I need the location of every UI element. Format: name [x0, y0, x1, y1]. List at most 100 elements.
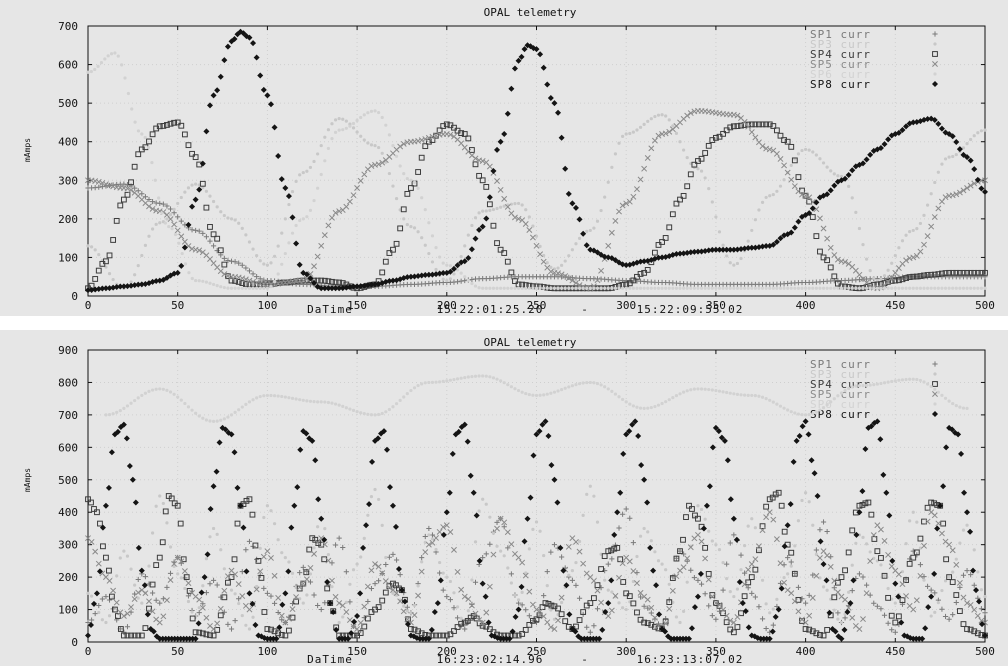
data-point	[482, 593, 489, 600]
data-point	[461, 131, 468, 137]
data-point	[540, 613, 547, 620]
data-point	[508, 571, 514, 577]
data-point	[177, 241, 181, 245]
data-point	[745, 244, 752, 251]
data-point	[603, 385, 607, 389]
data-point	[438, 380, 442, 384]
data-point	[210, 483, 217, 490]
data-point	[551, 626, 558, 632]
data-point	[276, 272, 280, 276]
data-point	[362, 138, 366, 142]
data-point	[309, 535, 316, 542]
data-point	[454, 262, 461, 269]
data-point	[698, 248, 705, 255]
data-point	[531, 224, 535, 228]
data-point	[878, 555, 884, 561]
data-point	[721, 561, 725, 565]
data-point	[497, 246, 504, 253]
data-point	[613, 152, 618, 156]
data-point	[967, 528, 974, 535]
data-point	[117, 424, 124, 431]
data-point	[547, 624, 554, 631]
data-point	[124, 624, 131, 630]
data-point	[807, 500, 811, 504]
data-point	[558, 271, 565, 278]
data-point	[686, 502, 692, 509]
data-point	[246, 606, 253, 613]
data-point	[485, 619, 492, 626]
data-point	[709, 593, 716, 600]
data-point	[716, 601, 723, 608]
data-point	[551, 542, 558, 548]
data-point	[572, 204, 579, 211]
data-point	[924, 504, 931, 511]
data-point	[756, 604, 762, 610]
data-point	[285, 615, 292, 622]
data-point	[329, 214, 335, 221]
data-point	[341, 128, 345, 132]
data-point	[255, 396, 259, 400]
data-point	[157, 600, 163, 606]
data-point	[427, 251, 431, 256]
data-point	[473, 374, 478, 378]
data-point	[925, 286, 930, 290]
data-point	[224, 43, 231, 50]
data-point	[512, 613, 519, 620]
data-point	[326, 128, 330, 132]
data-point	[703, 517, 707, 521]
x-tick-label: 400	[796, 299, 816, 312]
data-point	[705, 142, 712, 149]
data-point	[806, 592, 812, 598]
data-point	[372, 281, 379, 288]
data-point	[443, 632, 450, 639]
data-point	[288, 524, 295, 531]
data-point	[786, 572, 790, 576]
data-point	[368, 163, 375, 169]
data-point	[946, 574, 953, 581]
data-point	[93, 590, 100, 597]
data-point	[441, 571, 445, 575]
data-point	[642, 122, 646, 126]
data-point	[795, 218, 802, 225]
data-point	[660, 562, 664, 566]
legend-marker-sp4	[932, 381, 938, 387]
data-point	[537, 251, 544, 258]
data-point	[207, 224, 213, 230]
data-point	[623, 431, 630, 438]
data-point	[806, 626, 813, 633]
data-point	[715, 428, 722, 435]
data-point	[398, 398, 402, 402]
data-point	[677, 196, 683, 203]
data-point	[373, 487, 377, 492]
data-point	[459, 254, 463, 259]
data-point	[587, 600, 594, 606]
data-point	[943, 396, 948, 400]
data-point	[343, 203, 350, 210]
data-point	[481, 209, 485, 213]
data-point	[219, 210, 223, 214]
data-point	[253, 54, 260, 61]
data-point	[649, 117, 653, 121]
data-point	[321, 541, 328, 548]
data-point	[913, 252, 920, 259]
data-point	[97, 610, 101, 615]
data-point	[149, 581, 156, 588]
data-point	[280, 262, 284, 266]
data-point	[329, 278, 335, 285]
data-point	[563, 286, 567, 290]
data-point	[831, 252, 838, 258]
data-point	[311, 592, 317, 598]
data-point	[476, 172, 482, 179]
data-point	[982, 177, 988, 184]
data-point	[832, 172, 836, 176]
x-tick-label: 0	[85, 299, 92, 312]
data-point	[377, 145, 381, 150]
data-point	[841, 626, 848, 633]
data-point	[860, 574, 866, 580]
data-point	[857, 286, 862, 290]
data-point	[781, 528, 788, 535]
data-point	[843, 388, 847, 393]
data-point	[423, 208, 427, 212]
data-point	[516, 598, 521, 602]
data-point	[716, 246, 723, 253]
